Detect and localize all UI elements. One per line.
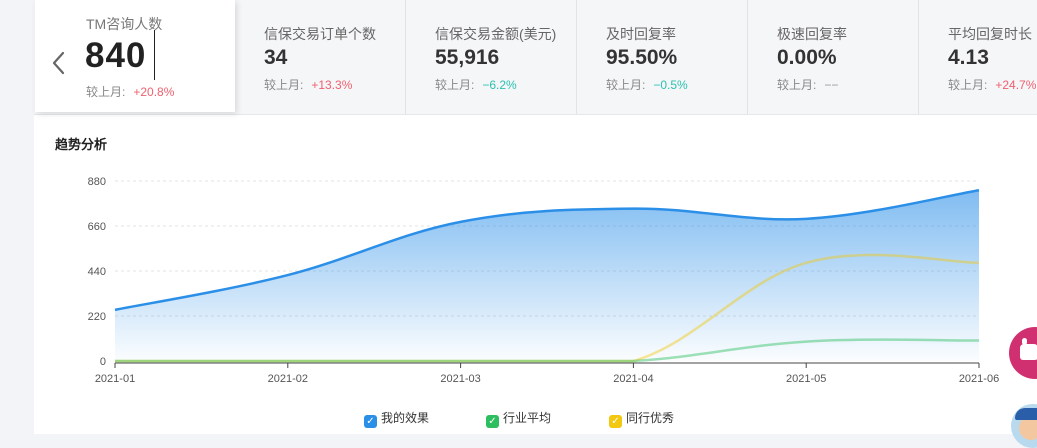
checkmark-icon: ✓ (486, 415, 499, 428)
y-tick-label: 660 (88, 221, 106, 233)
legend-item-peer[interactable]: ✓ 同行优秀 (609, 409, 674, 428)
trend-chart: 0 220 440 660 880 2021-01 2021-02 2021-03 2021-0… (0, 0, 1037, 434)
x-tick-label: 2021-04 (613, 373, 653, 385)
legend-label: 我的效果 (381, 411, 429, 425)
legend-label: 行业平均 (503, 411, 551, 425)
x-tick-label: 2021-02 (268, 373, 308, 385)
chat-icon (1020, 344, 1037, 360)
y-tick-label: 440 (88, 266, 106, 278)
x-tick-label: 2021-05 (786, 373, 826, 385)
legend-label: 同行优秀 (626, 411, 674, 425)
x-tick-label: 2021-01 (95, 373, 135, 385)
checkmark-icon: ✓ (364, 415, 377, 428)
x-tick-label: 2021-06 (959, 373, 999, 385)
y-tick-label: 880 (88, 176, 106, 188)
legend-item-mine[interactable]: ✓ 我的效果 (364, 409, 429, 428)
avatar-cap (1015, 408, 1037, 420)
series-mine-area (115, 190, 979, 361)
checkmark-icon: ✓ (609, 415, 622, 428)
y-tick-label: 220 (88, 311, 106, 323)
y-tick-label: 0 (100, 356, 106, 368)
legend-item-industry[interactable]: ✓ 行业平均 (486, 409, 551, 428)
x-tick-label: 2021-03 (440, 373, 480, 385)
